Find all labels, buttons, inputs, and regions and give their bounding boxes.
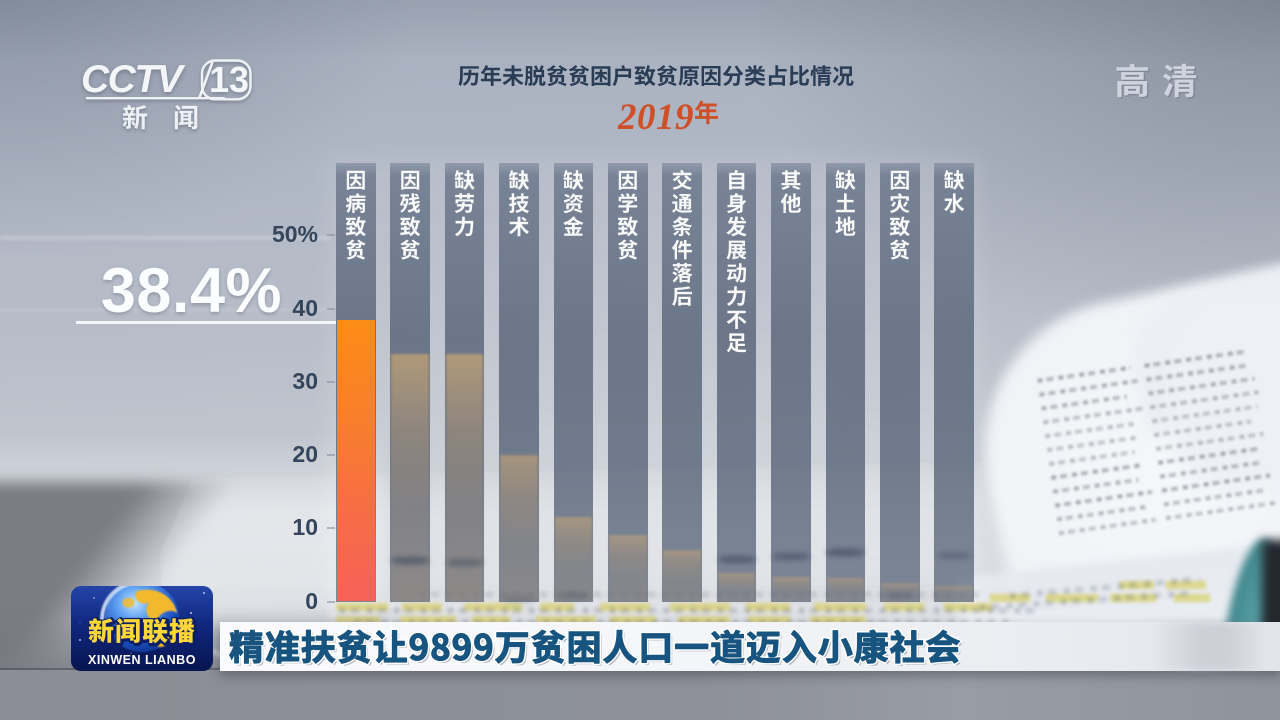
svg-text:XINWEN LIANBO: XINWEN LIANBO — [88, 653, 196, 667]
